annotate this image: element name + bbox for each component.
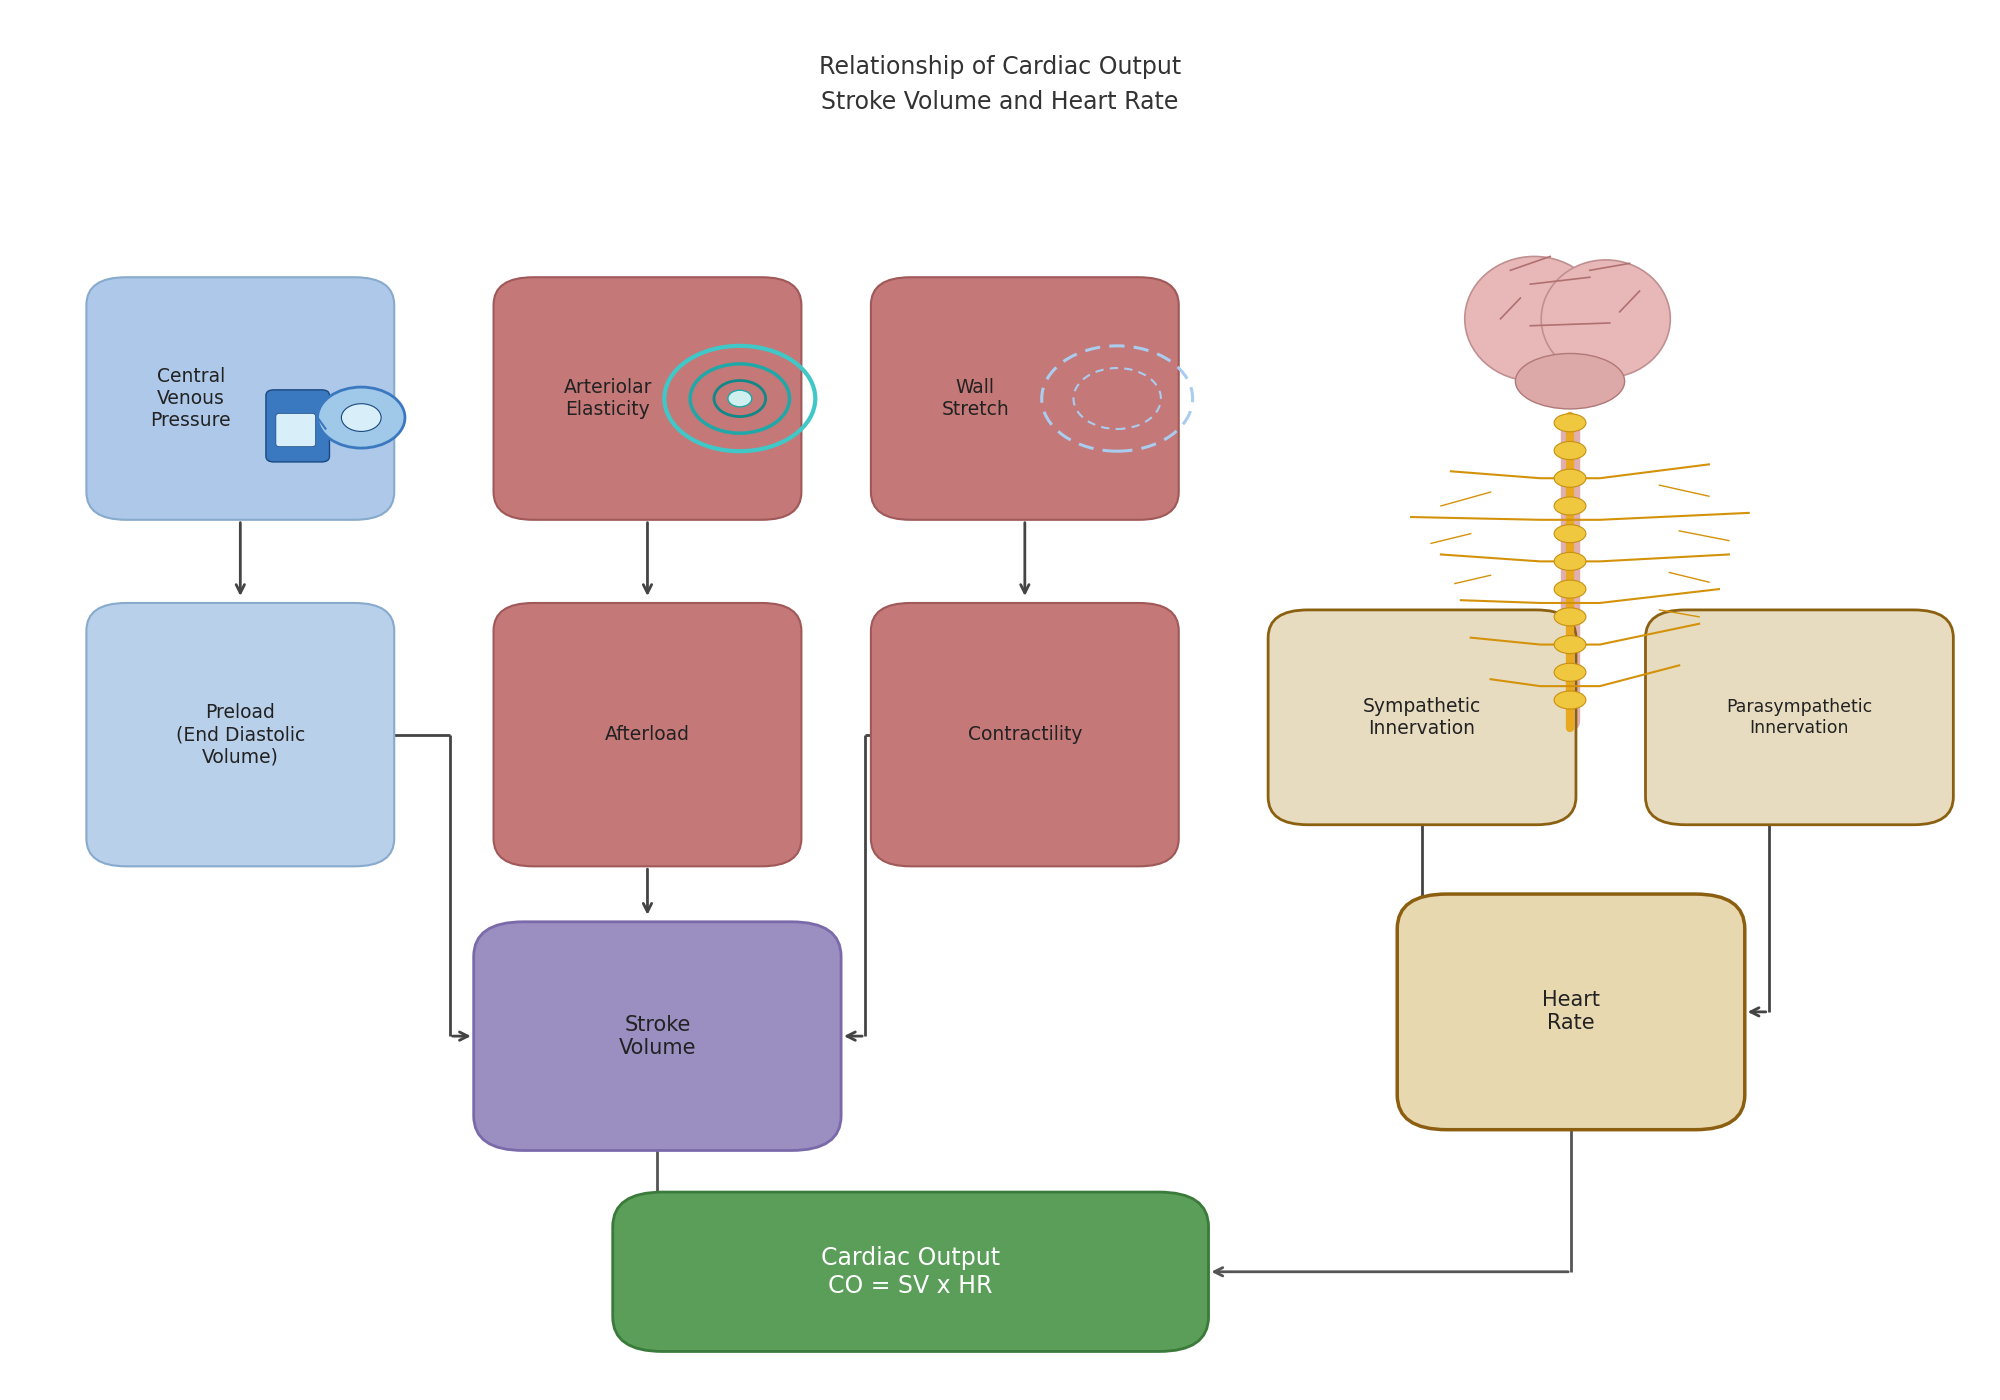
Ellipse shape (1554, 692, 1586, 708)
Text: Relationship of Cardiac Output: Relationship of Cardiac Output (818, 56, 1182, 80)
FancyBboxPatch shape (870, 277, 1178, 519)
Text: Central
Venous
Pressure: Central Venous Pressure (150, 367, 230, 430)
Text: Wall
Stretch: Wall Stretch (942, 378, 1010, 419)
Ellipse shape (1554, 553, 1586, 570)
Text: Contractility: Contractility (968, 725, 1082, 745)
FancyBboxPatch shape (474, 921, 842, 1151)
Text: Preload
(End Diastolic
Volume): Preload (End Diastolic Volume) (176, 703, 304, 766)
Text: Arteriolar
Elasticity: Arteriolar Elasticity (564, 378, 652, 419)
Ellipse shape (1554, 414, 1586, 431)
Ellipse shape (1554, 580, 1586, 598)
Circle shape (342, 403, 382, 431)
Text: Cardiac Output
CO = SV x HR: Cardiac Output CO = SV x HR (822, 1246, 1000, 1298)
Text: Sympathetic
Innervation: Sympathetic Innervation (1362, 697, 1482, 738)
FancyBboxPatch shape (86, 603, 394, 867)
Circle shape (728, 391, 752, 407)
Text: Stroke Volume and Heart Rate: Stroke Volume and Heart Rate (822, 90, 1178, 115)
FancyBboxPatch shape (612, 1191, 1208, 1351)
FancyBboxPatch shape (276, 413, 316, 447)
Text: Afterload: Afterload (604, 725, 690, 745)
FancyBboxPatch shape (86, 277, 394, 519)
FancyBboxPatch shape (494, 277, 802, 519)
Ellipse shape (1542, 260, 1670, 378)
Ellipse shape (1554, 497, 1586, 515)
Ellipse shape (1554, 469, 1586, 487)
Circle shape (318, 386, 404, 448)
Ellipse shape (1554, 441, 1586, 459)
Ellipse shape (1464, 256, 1604, 381)
FancyBboxPatch shape (1398, 895, 1744, 1130)
Ellipse shape (1554, 636, 1586, 654)
Ellipse shape (1516, 353, 1624, 409)
FancyBboxPatch shape (266, 389, 330, 462)
Ellipse shape (1554, 664, 1586, 682)
FancyBboxPatch shape (1646, 610, 1954, 825)
Text: Parasympathetic
Innervation: Parasympathetic Innervation (1726, 699, 1872, 736)
FancyBboxPatch shape (1268, 610, 1576, 825)
Text: Heart
Rate: Heart Rate (1542, 990, 1600, 1033)
FancyBboxPatch shape (870, 603, 1178, 867)
Ellipse shape (1554, 525, 1586, 543)
Text: Stroke
Volume: Stroke Volume (618, 1015, 696, 1058)
FancyBboxPatch shape (494, 603, 802, 867)
Ellipse shape (1554, 608, 1586, 626)
